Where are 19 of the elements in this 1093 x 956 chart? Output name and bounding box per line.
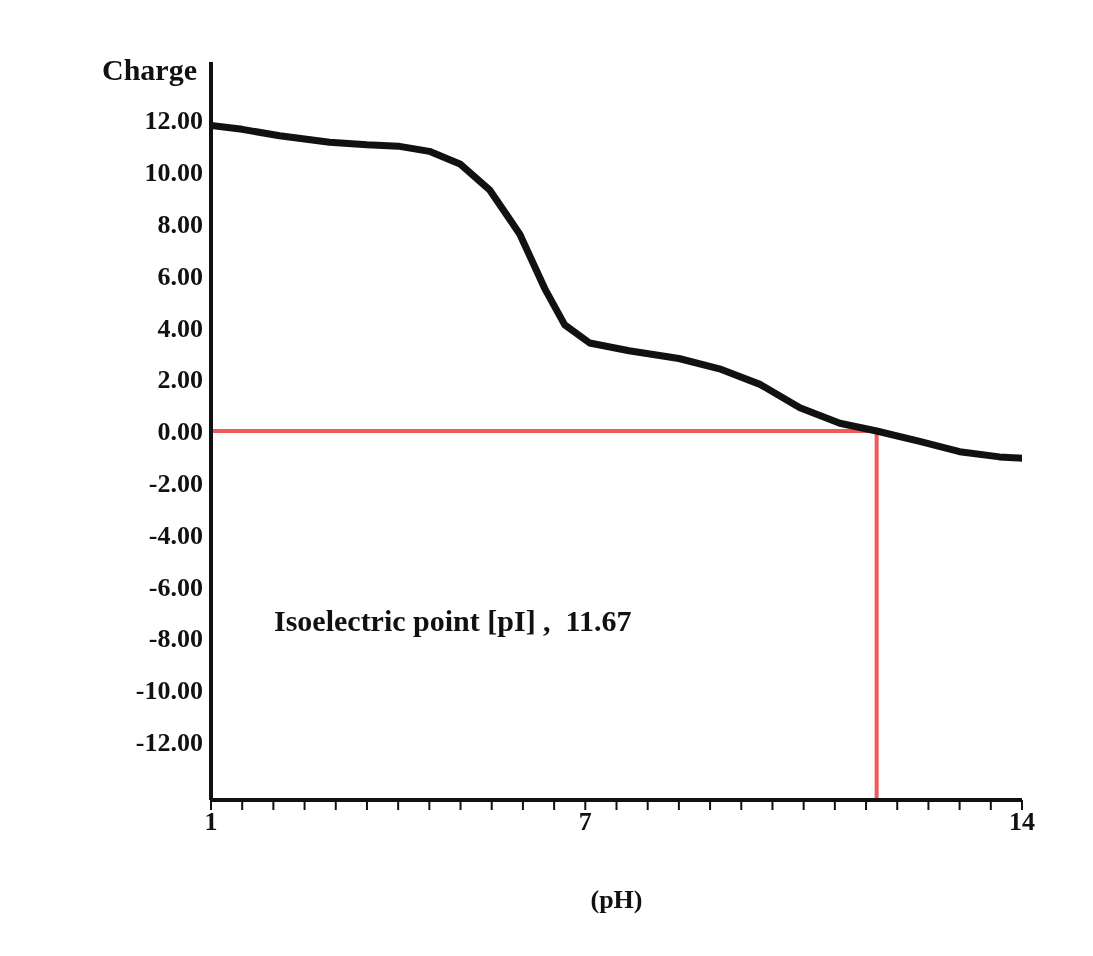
y-tick-label: -12.00 [135,727,203,757]
x-axis-title: (pH) [590,885,643,915]
y-tick-label: 10.00 [144,158,203,188]
y-tick-label: 0.00 [157,417,203,447]
y-axis-title: Charge [102,53,197,86]
x-tick-label: 1 [204,807,218,837]
y-tick-label: -2.00 [148,469,203,499]
y-tick-label: 4.00 [157,313,203,343]
y-tick-label: 12.00 [144,106,203,136]
annotation: Isoelectric point [pI] , 11.67 [274,604,632,638]
y-tick-label: 2.00 [157,365,203,395]
y-tick-label: -8.00 [148,624,203,654]
y-tick-label: 8.00 [157,210,203,240]
y-tick-label: -6.00 [148,572,203,602]
x-tick-label: 14 [1009,807,1035,837]
y-tick-label: -10.00 [135,676,203,706]
y-tick-label: 6.00 [157,261,203,291]
y-tick-label: -4.00 [148,520,203,550]
x-tick-label: 7 [578,807,592,837]
